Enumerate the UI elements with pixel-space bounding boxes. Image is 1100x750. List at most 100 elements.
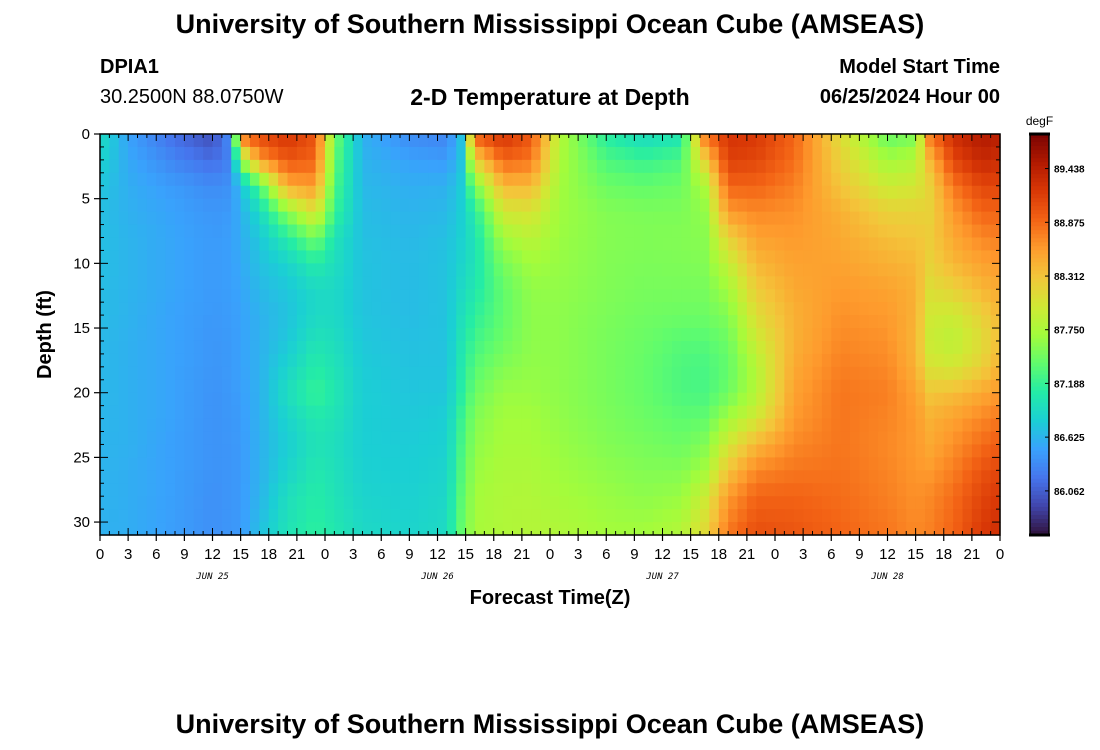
heatmap-cell (971, 340, 982, 355)
heatmap-cell (381, 328, 392, 342)
colorbar-swatch (1030, 446, 1049, 452)
heatmap-cell (859, 159, 870, 174)
heatmap-cell (840, 224, 851, 239)
y-tick-label: 15 (73, 320, 90, 337)
heatmap-cell (812, 470, 823, 484)
heatmap-cell (756, 315, 767, 329)
heatmap-cell (156, 185, 167, 200)
heatmap-cell (484, 198, 495, 213)
heatmap-cell (868, 172, 879, 187)
colorbar-swatch (1030, 346, 1049, 352)
heatmap-cell (409, 444, 420, 458)
heatmap-cell (859, 340, 870, 355)
heatmap-cell (475, 328, 485, 342)
heatmap-cell (737, 172, 748, 187)
heatmap-cell (465, 224, 476, 239)
heatmap-cell (315, 237, 326, 252)
colorbar-swatch (1030, 134, 1049, 139)
heatmap-cell (156, 159, 167, 174)
heatmap-cell (746, 159, 757, 174)
heatmap-cell (240, 302, 251, 316)
heatmap-cell (953, 457, 964, 471)
heatmap-cell (746, 134, 757, 148)
heatmap-cell (456, 418, 467, 433)
heatmap-cell (625, 431, 635, 446)
heatmap-cell (437, 340, 448, 355)
heatmap-cell (193, 198, 204, 213)
heatmap-cell (278, 211, 289, 226)
heatmap-cell (325, 224, 335, 239)
heatmap-cell (671, 392, 682, 407)
heatmap-cell (831, 522, 842, 536)
heatmap-cell (850, 366, 860, 381)
heatmap-cell (418, 289, 429, 303)
heatmap-cell (606, 418, 617, 433)
heatmap-cell (915, 237, 926, 252)
heatmap-cell (643, 224, 654, 239)
heatmap-cell (596, 211, 607, 226)
heatmap-cell (240, 366, 251, 381)
heatmap-cell (681, 366, 692, 381)
heatmap-cell (531, 250, 542, 264)
heatmap-cell (850, 315, 860, 329)
heatmap-cell (718, 134, 729, 148)
heatmap-cell (971, 289, 982, 303)
heatmap-cell (418, 405, 429, 420)
heatmap-cell (943, 509, 954, 523)
heatmap-cell (962, 340, 973, 355)
heatmap-cell (128, 353, 139, 368)
heatmap-cell (756, 470, 767, 484)
heatmap-cell (840, 302, 851, 316)
heatmap-cell (831, 340, 842, 355)
heatmap-cell (896, 211, 907, 226)
heatmap-cell (325, 159, 335, 174)
heatmap-cell (287, 522, 298, 536)
heatmap-cell (803, 366, 814, 381)
heatmap-cell (953, 431, 964, 446)
heatmap-cell (568, 392, 579, 407)
heatmap-cell (456, 289, 467, 303)
heatmap-cell (446, 289, 457, 303)
heatmap-cell (362, 431, 373, 446)
heatmap-cell (962, 353, 973, 368)
heatmap-cell (306, 509, 317, 523)
heatmap-cell (296, 457, 307, 471)
heatmap-cell (212, 224, 223, 239)
heatmap-cell (831, 146, 842, 161)
heatmap-cell (887, 457, 898, 471)
heatmap-cell (662, 366, 673, 381)
heatmap-cell (615, 522, 626, 536)
heatmap-cell (146, 315, 157, 329)
heatmap-cell (175, 405, 185, 420)
heatmap-cell (446, 340, 457, 355)
heatmap-cell (212, 263, 223, 277)
heatmap-cell (296, 366, 307, 381)
heatmap-cell (615, 302, 626, 316)
heatmap-cell (475, 366, 485, 381)
heatmap-cell (325, 315, 335, 329)
heatmap-cell (831, 224, 842, 239)
heatmap-cell (868, 302, 879, 316)
heatmap-cell (193, 250, 204, 264)
heatmap-cell (606, 134, 617, 148)
heatmap-cell (334, 509, 345, 523)
heatmap-cell (737, 224, 748, 239)
heatmap-cell (109, 405, 120, 420)
heatmap-cell (596, 405, 607, 420)
heatmap-cell (878, 328, 889, 342)
colorbar-swatch (1030, 442, 1049, 448)
heatmap-cell (859, 198, 870, 213)
heatmap-cell (325, 198, 335, 213)
heatmap-cell (137, 522, 148, 536)
heatmap-cell (700, 405, 710, 420)
heatmap-cell (934, 366, 945, 381)
heatmap-cell (981, 185, 992, 200)
heatmap-cell (343, 328, 354, 342)
heatmap-cell (671, 470, 682, 484)
heatmap-cell (971, 418, 982, 433)
heatmap-cell (784, 224, 795, 239)
heatmap-cell (971, 483, 982, 497)
x-tick-label: 15 (232, 546, 249, 563)
heatmap-cell (287, 470, 298, 484)
heatmap-cell (418, 340, 429, 355)
